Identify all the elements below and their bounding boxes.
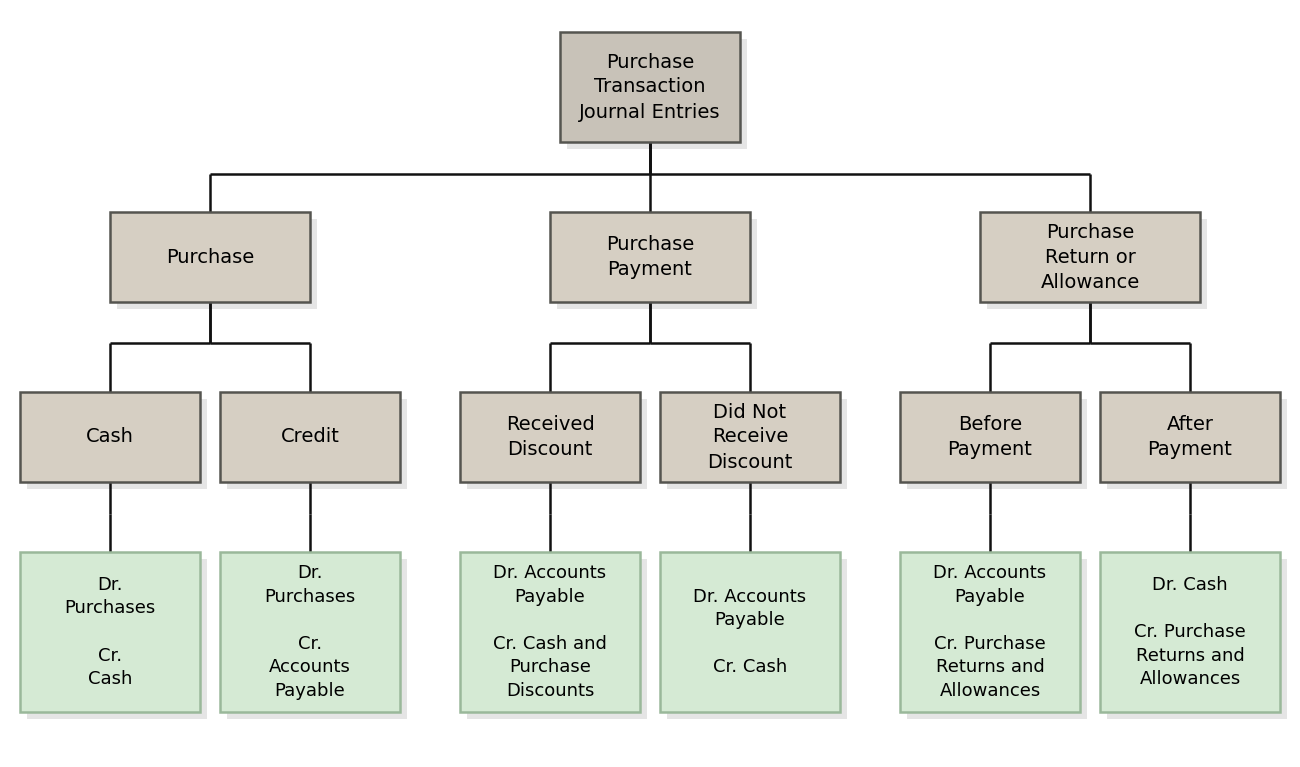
FancyBboxPatch shape <box>1108 399 1287 489</box>
FancyBboxPatch shape <box>227 399 407 489</box>
Text: Purchase
Payment: Purchase Payment <box>606 235 694 279</box>
FancyBboxPatch shape <box>1108 559 1287 719</box>
FancyBboxPatch shape <box>667 399 848 489</box>
FancyBboxPatch shape <box>907 559 1087 719</box>
FancyBboxPatch shape <box>27 559 207 719</box>
Text: Credit: Credit <box>281 427 339 446</box>
Text: Dr.
Purchases

Cr.
Cash: Dr. Purchases Cr. Cash <box>65 576 156 688</box>
FancyBboxPatch shape <box>907 399 1087 489</box>
Text: Cash: Cash <box>86 427 134 446</box>
FancyBboxPatch shape <box>460 552 640 712</box>
Text: Purchase: Purchase <box>166 248 254 266</box>
FancyBboxPatch shape <box>27 399 207 489</box>
Text: Dr.
Purchases

Cr.
Accounts
Payable: Dr. Purchases Cr. Accounts Payable <box>264 564 356 700</box>
Text: Did Not
Receive
Discount: Did Not Receive Discount <box>707 403 793 472</box>
FancyBboxPatch shape <box>550 212 750 302</box>
FancyBboxPatch shape <box>900 392 1080 482</box>
FancyBboxPatch shape <box>987 219 1206 309</box>
Text: Received
Discount: Received Discount <box>506 415 594 459</box>
FancyBboxPatch shape <box>460 392 640 482</box>
FancyBboxPatch shape <box>667 559 848 719</box>
Text: After
Payment: After Payment <box>1148 415 1232 459</box>
FancyBboxPatch shape <box>220 552 400 712</box>
Text: Dr. Accounts
Payable

Cr. Purchase
Returns and
Allowances: Dr. Accounts Payable Cr. Purchase Return… <box>933 564 1046 700</box>
FancyBboxPatch shape <box>117 219 317 309</box>
Text: Dr. Accounts
Payable

Cr. Cash: Dr. Accounts Payable Cr. Cash <box>693 588 806 676</box>
FancyBboxPatch shape <box>20 552 200 712</box>
FancyBboxPatch shape <box>567 39 747 149</box>
FancyBboxPatch shape <box>111 212 309 302</box>
Text: Dr. Accounts
Payable

Cr. Cash and
Purchase
Discounts: Dr. Accounts Payable Cr. Cash and Purcha… <box>493 564 607 700</box>
FancyBboxPatch shape <box>467 559 647 719</box>
FancyBboxPatch shape <box>980 212 1200 302</box>
FancyBboxPatch shape <box>556 219 757 309</box>
FancyBboxPatch shape <box>660 552 840 712</box>
Text: Before
Payment: Before Payment <box>948 415 1032 459</box>
FancyBboxPatch shape <box>220 392 400 482</box>
FancyBboxPatch shape <box>467 399 647 489</box>
FancyBboxPatch shape <box>560 32 740 142</box>
Text: Dr. Cash

Cr. Purchase
Returns and
Allowances: Dr. Cash Cr. Purchase Returns and Allowa… <box>1134 576 1245 688</box>
FancyBboxPatch shape <box>1100 392 1280 482</box>
FancyBboxPatch shape <box>900 552 1080 712</box>
Text: Purchase
Return or
Allowance: Purchase Return or Allowance <box>1040 222 1140 291</box>
Text: Purchase
Transaction
Journal Entries: Purchase Transaction Journal Entries <box>580 52 720 121</box>
FancyBboxPatch shape <box>660 392 840 482</box>
FancyBboxPatch shape <box>227 559 407 719</box>
FancyBboxPatch shape <box>20 392 200 482</box>
FancyBboxPatch shape <box>1100 552 1280 712</box>
